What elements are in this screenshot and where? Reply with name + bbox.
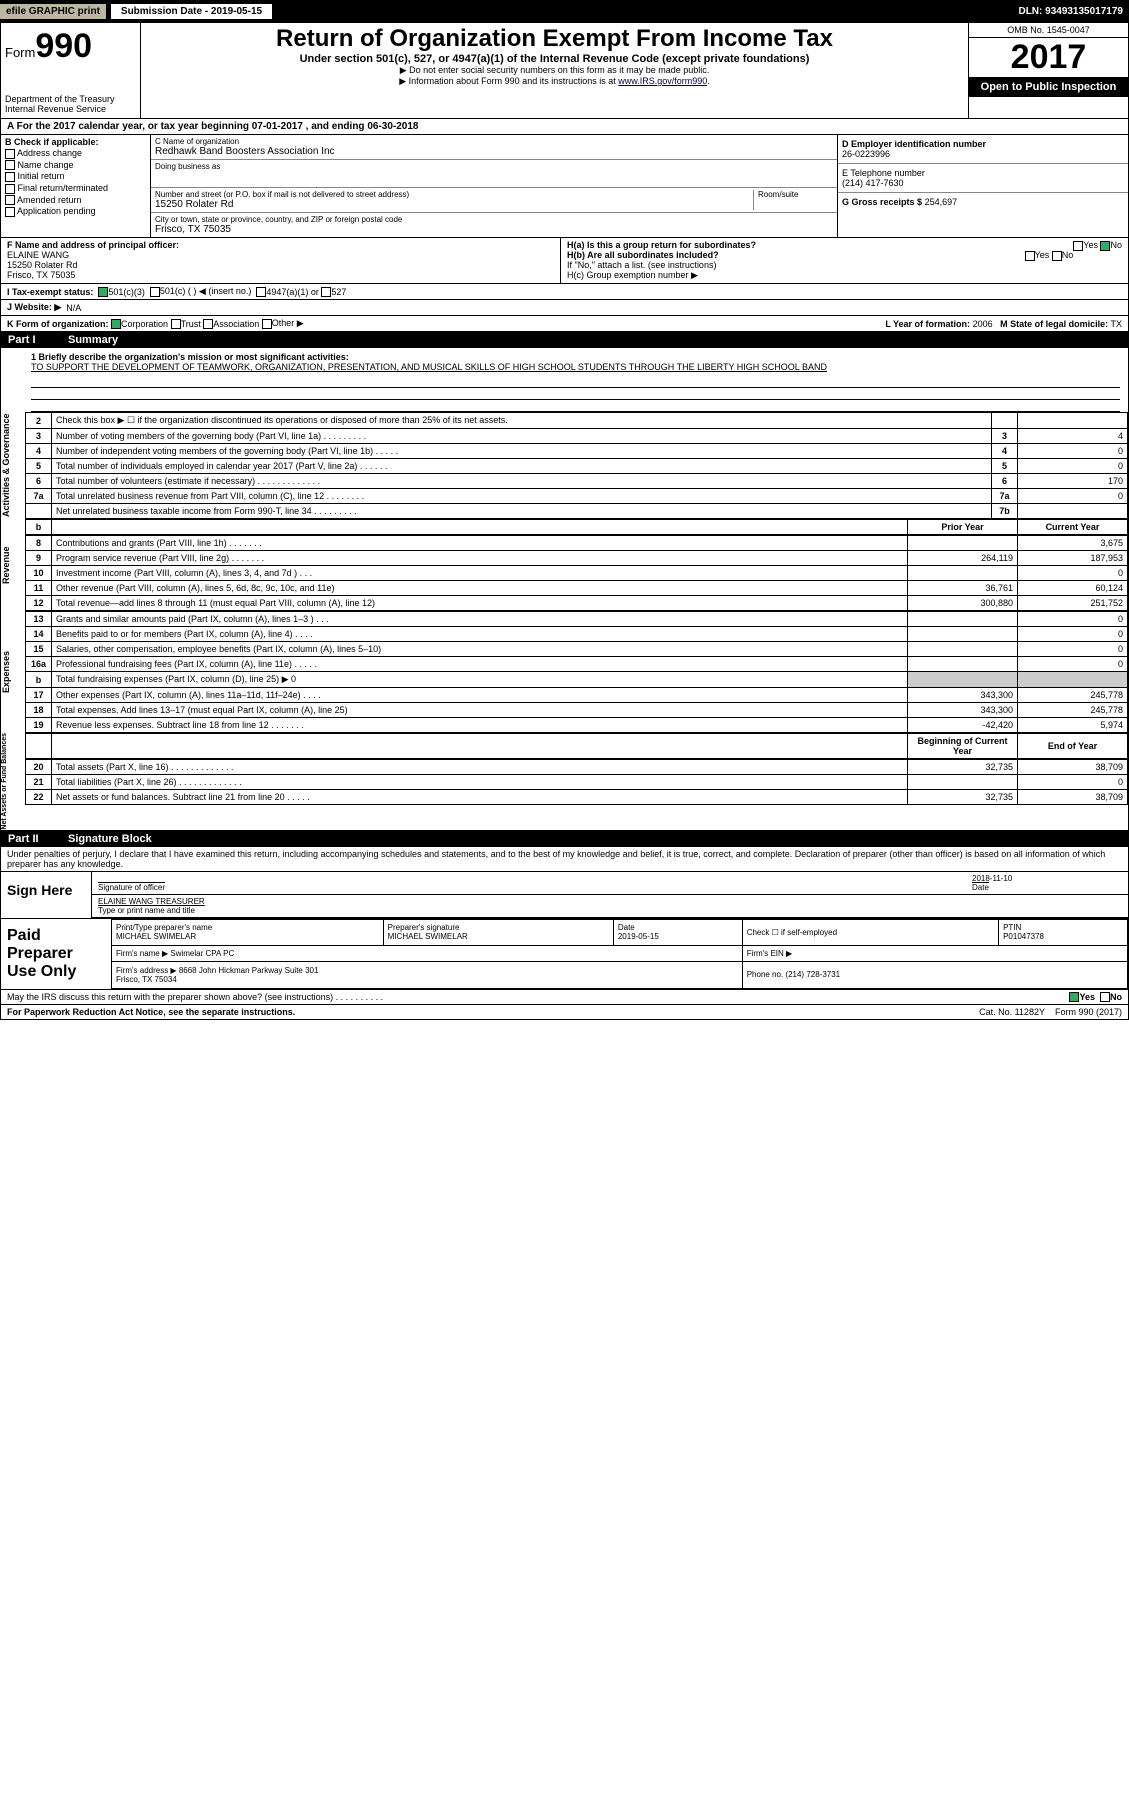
cb-discuss-yes[interactable]: [1069, 992, 1079, 1002]
firm-phone: (214) 728-3731: [785, 970, 840, 979]
tax-year: 2017: [969, 38, 1128, 77]
officer-name: ELAINE WANG: [7, 250, 69, 260]
org-city: Frisco, TX 75035: [155, 224, 833, 235]
form-subtitle: Under section 501(c), 527, or 4947(a)(1)…: [149, 53, 960, 65]
telephone: (214) 417-7630: [842, 178, 904, 188]
col-d-ein: D Employer identification number26-02239…: [838, 135, 1128, 237]
section-fh: F Name and address of principal officer:…: [0, 238, 1129, 284]
part-1-header: Part ISummary: [0, 332, 1129, 348]
open-inspection: Open to Public Inspection: [969, 77, 1128, 97]
part-2-header: Part IISignature Block: [0, 831, 1129, 847]
form-header: Form990 Department of the Treasury Inter…: [0, 22, 1129, 119]
row-j-website: J Website: ▶ N/A: [0, 300, 1129, 316]
efile-label[interactable]: efile GRAPHIC print: [0, 4, 106, 19]
org-name: Redhawk Band Boosters Association Inc: [155, 146, 833, 157]
mission-label: 1 Briefly describe the organization's mi…: [31, 352, 349, 362]
hb-subordinates: H(b) Are all subordinates included? Yes …: [567, 250, 1122, 260]
perjury-statement: Under penalties of perjury, I declare th…: [0, 847, 1129, 872]
firm-name: Swimelar CPA PC: [170, 949, 234, 958]
cb-corporation[interactable]: [111, 319, 121, 329]
form-title: Return of Organization Exempt From Incom…: [149, 25, 960, 53]
side-net-assets: Net Assets or Fund Balances: [1, 733, 25, 830]
org-address: 15250 Rolater Rd: [155, 199, 753, 210]
cb-501c3[interactable]: [98, 287, 108, 297]
form-footer: For Paperwork Reduction Act Notice, see …: [0, 1005, 1129, 1020]
side-revenue: Revenue: [1, 519, 25, 611]
col-b-checkboxes: B Check if applicable: Address change Na…: [1, 135, 151, 237]
omb-number: OMB No. 1545-0047: [969, 23, 1128, 38]
ptin: P01047378: [1003, 932, 1044, 941]
side-governance: Activities & Governance: [1, 412, 25, 519]
dln-label: DLN: 93493135017179: [1018, 6, 1129, 17]
governance-table: 2Check this box ▶ ☐ if the organization …: [25, 412, 1128, 519]
cb-amended[interactable]: Amended return: [5, 195, 146, 206]
paid-preparer-block: Paid Preparer Use Only Print/Type prepar…: [0, 919, 1129, 990]
revenue-table: 8Contributions and grants (Part VIII, li…: [25, 535, 1128, 611]
state-domicile: TX: [1110, 319, 1122, 329]
row-i-tax-status: I Tax-exempt status: 501(c)(3) 501(c) ( …: [0, 284, 1129, 300]
finance-header: bPrior YearCurrent Year: [25, 519, 1128, 535]
discuss-row: May the IRS discuss this return with the…: [0, 990, 1129, 1006]
gross-receipts: 254,697: [925, 197, 958, 207]
note-info: ▶ Information about Form 990 and its ins…: [149, 76, 960, 87]
signature-block: Sign Here Signature of officer2018-11-10…: [0, 872, 1129, 919]
cb-initial-return[interactable]: Initial return: [5, 171, 146, 182]
cb-address-change[interactable]: Address change: [5, 148, 146, 159]
section-bcd: B Check if applicable: Address change Na…: [0, 135, 1129, 238]
irs-link[interactable]: www.IRS.gov/form990: [618, 76, 707, 86]
part-1-summary: 1 Briefly describe the organization's mi…: [0, 348, 1129, 831]
ein-value: 26-0223996: [842, 149, 890, 159]
ha-group-return: H(a) Is this a group return for subordin…: [567, 240, 1122, 250]
submission-date: Submission Date - 2019-05-15: [110, 3, 273, 20]
col-c-org-info: C Name of organizationRedhawk Band Boost…: [151, 135, 838, 237]
sign-here-label: Sign Here: [1, 872, 91, 918]
top-bar: efile GRAPHIC print Submission Date - 20…: [0, 0, 1129, 22]
note-ssn: ▶ Do not enter social security numbers o…: [149, 65, 960, 76]
cb-final-return[interactable]: Final return/terminated: [5, 183, 146, 194]
preparer-name: MICHAEL SWIMELAR: [116, 932, 196, 941]
cb-name-change[interactable]: Name change: [5, 160, 146, 171]
row-k-form-org: K Form of organization: Corporation Trus…: [0, 316, 1129, 332]
net-assets-table: 20Total assets (Part X, line 16) . . . .…: [25, 759, 1128, 805]
form-number: Form990: [5, 27, 136, 66]
side-expenses: Expenses: [1, 611, 25, 733]
officer-sig-name: ELAINE WANG TREASURER: [98, 897, 205, 906]
hc-exemption: H(c) Group exemption number ▶: [567, 270, 1122, 281]
row-a-tax-year: A For the 2017 calendar year, or tax yea…: [0, 119, 1129, 135]
expenses-table: 13Grants and similar amounts paid (Part …: [25, 611, 1128, 733]
year-formation: 2006: [973, 319, 993, 329]
net-header: Beginning of Current YearEnd of Year: [25, 733, 1128, 759]
cb-app-pending[interactable]: Application pending: [5, 206, 146, 217]
dept-label: Department of the Treasury Internal Reve…: [5, 94, 136, 114]
mission-text: TO SUPPORT THE DEVELOPMENT OF TEAMWORK, …: [31, 362, 827, 372]
